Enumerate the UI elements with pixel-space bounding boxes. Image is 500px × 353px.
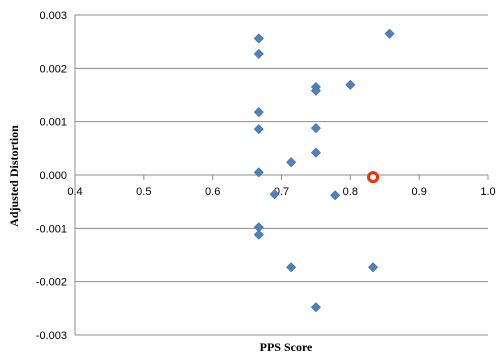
x-tick-label: 0.5 <box>136 186 151 198</box>
data-point <box>253 124 264 135</box>
y-tick-labels: 0.003 0.002 0.001 0.000 -0.001 -0.002 -0.003 <box>36 10 67 342</box>
y-tick-label: 0.002 <box>39 63 67 75</box>
data-point <box>253 107 264 118</box>
data-point <box>286 262 297 273</box>
y-axis-title: Adjusted Distortion <box>7 125 21 227</box>
x-tick-label: 0.6 <box>205 186 220 198</box>
data-point <box>345 79 356 90</box>
highlighted-data-point <box>367 171 380 184</box>
x-tick-labels: 0.4 0.5 0.6 0.7 0.8 0.9 1.0 <box>67 186 495 198</box>
data-point <box>310 147 321 158</box>
data-point <box>310 123 321 134</box>
x-tick-label: 0.8 <box>343 186 358 198</box>
data-point <box>330 190 341 201</box>
y-tick-label: -0.003 <box>36 330 67 342</box>
data-point <box>310 85 321 96</box>
axes <box>74 15 489 335</box>
x-tick-label: 0.9 <box>412 186 427 198</box>
y-tick-label: 0.001 <box>39 117 67 129</box>
data-point <box>253 33 264 44</box>
data-point <box>253 167 264 178</box>
data-point <box>253 48 264 59</box>
x-axis-title: PPS Score <box>260 340 313 353</box>
data-point <box>253 229 264 240</box>
data-point <box>269 189 280 200</box>
data-point <box>368 262 379 273</box>
data-point <box>384 28 395 39</box>
y-tick-label: 0.003 <box>39 10 67 22</box>
y-tick-label: -0.001 <box>36 223 67 235</box>
data-points <box>253 28 395 313</box>
data-point <box>310 302 321 313</box>
x-tick-label: 0.4 <box>67 186 82 198</box>
y-tick-label: -0.002 <box>36 277 67 289</box>
x-tick-label: 1.0 <box>480 186 495 198</box>
y-tick-label: 0.000 <box>39 170 67 182</box>
data-point <box>286 157 297 168</box>
